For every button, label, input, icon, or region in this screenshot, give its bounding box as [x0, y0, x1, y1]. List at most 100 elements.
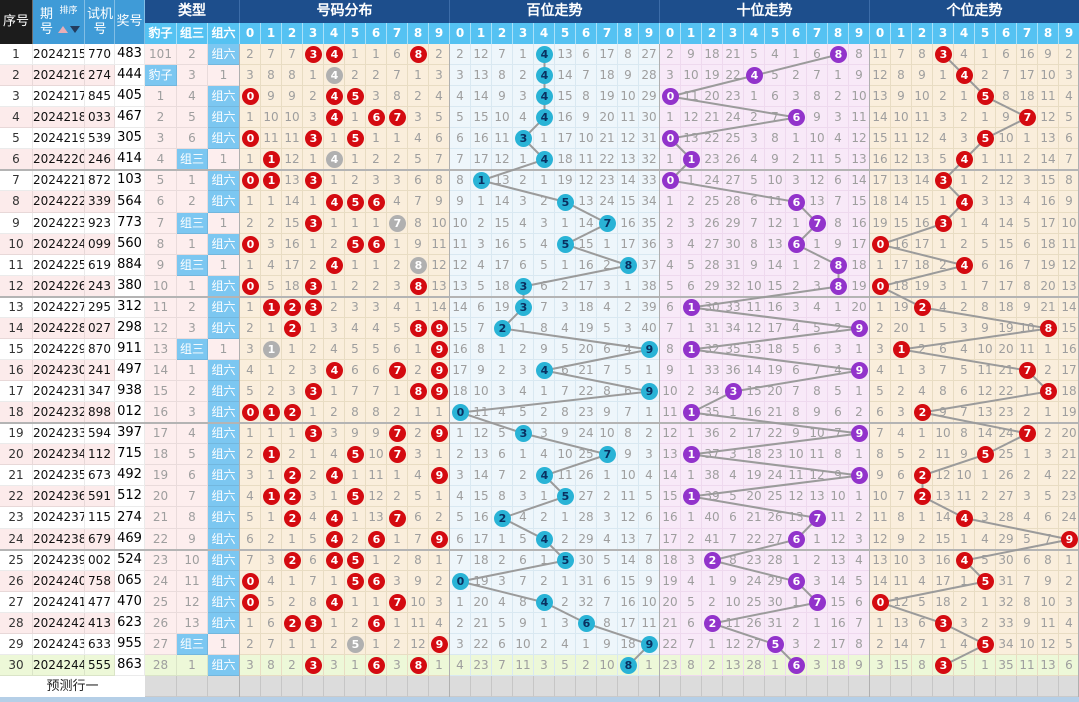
- digit-cell: 7: [807, 360, 828, 381]
- hit-circle: 7: [389, 594, 406, 611]
- footer-cell: [429, 676, 450, 697]
- hit-circle: 9: [431, 383, 448, 400]
- digit-cell: 2: [555, 276, 576, 297]
- hit-circle: 5: [977, 88, 994, 105]
- hit-circle: 8: [830, 257, 847, 274]
- digit-cell: 1: [870, 613, 891, 634]
- digit-cell: 8: [996, 86, 1017, 107]
- digit-cell: 9: [597, 402, 618, 423]
- digit-cell: 21: [597, 128, 618, 149]
- digit-cell: 1: [345, 149, 366, 170]
- digit-cell: 1: [723, 402, 744, 423]
- test-cell: 898: [85, 402, 115, 423]
- digit-cell: 1: [975, 44, 996, 65]
- digit-cell: 7: [849, 613, 870, 634]
- digit-cell: 3: [660, 234, 681, 255]
- digit-cell: 17: [597, 44, 618, 65]
- period-label: 期号: [39, 7, 53, 37]
- footer-cell: [345, 676, 366, 697]
- hit-circle: 3: [725, 383, 742, 400]
- type-cell: 1: [177, 170, 208, 191]
- digit-cell: 6: [1017, 550, 1038, 571]
- digit-cell: 17: [1017, 65, 1038, 86]
- digit-cell: 6: [366, 360, 387, 381]
- header-prize-number: 奖号: [115, 0, 145, 44]
- digit-cell: 3: [786, 170, 807, 191]
- period-cell: 2024236: [33, 486, 85, 507]
- digit-cell: 21: [723, 44, 744, 65]
- digit-cell: 16: [1038, 191, 1059, 213]
- digit-cell: 2: [912, 444, 933, 465]
- digit-cell: 3: [828, 107, 849, 128]
- digit-cell: 21: [996, 360, 1017, 381]
- sort-asc-icon[interactable]: [57, 26, 68, 33]
- digit-cell: 3: [618, 318, 639, 339]
- digit-cell: 13: [282, 170, 303, 191]
- digit-cell: 6: [345, 360, 366, 381]
- hit-circle: 3: [305, 278, 322, 295]
- type-cell: 1: [177, 234, 208, 255]
- digit-cell: 3: [513, 86, 534, 107]
- type-cell: 2: [177, 191, 208, 213]
- digit-cell: 2: [513, 339, 534, 360]
- digit-cell: 5: [870, 381, 891, 402]
- digit-cell: 4: [513, 213, 534, 234]
- hit-circle: 2: [494, 509, 511, 527]
- digit-cell: 11: [618, 486, 639, 507]
- test-cell: 673: [85, 465, 115, 486]
- digit-cell: 9: [555, 423, 576, 444]
- digit-cell: 28: [639, 65, 660, 86]
- digit-cell: 1: [429, 444, 450, 465]
- seq-cell: 6: [0, 149, 33, 170]
- digit-cell: 5: [408, 149, 429, 170]
- digit-cell: 4: [450, 486, 471, 507]
- type-cell: 17: [145, 423, 177, 444]
- digit-cell: 8: [912, 655, 933, 676]
- digit-cell: 2: [828, 86, 849, 107]
- digit-cell: 2: [597, 486, 618, 507]
- digit-cell: 2: [555, 529, 576, 550]
- subheader-digit: 8: [1038, 23, 1059, 44]
- digit-cell: 1: [387, 128, 408, 149]
- digit-cell: 9: [1017, 613, 1038, 634]
- digit-cell: 28: [744, 655, 765, 676]
- prize-cell: 715: [115, 444, 145, 465]
- hit-circle: 1: [263, 172, 280, 189]
- test-cell: 539: [85, 128, 115, 149]
- digit-cell: 7: [597, 592, 618, 613]
- digit-cell: 16: [618, 213, 639, 234]
- hit-circle: 3: [935, 215, 952, 232]
- hit-circle: 4: [956, 67, 973, 84]
- digit-cell: 23: [744, 550, 765, 571]
- footer-cell: [660, 676, 681, 697]
- hit-circle: 9: [851, 362, 868, 379]
- digit-cell: 11: [1059, 234, 1079, 255]
- sort-desc-icon[interactable]: [69, 26, 80, 33]
- footer-cell: [555, 676, 576, 697]
- digit-cell: 3: [429, 65, 450, 86]
- digit-cell: 3: [240, 65, 261, 86]
- test-cell: 870: [85, 339, 115, 360]
- sort-control[interactable]: 排序: [55, 6, 82, 38]
- digit-cell: 3: [807, 276, 828, 297]
- digit-cell: 10: [891, 550, 912, 571]
- digit-cell: 9: [282, 86, 303, 107]
- test-cell: 591: [85, 486, 115, 507]
- digit-cell: 5: [261, 276, 282, 297]
- digit-cell: 17: [450, 360, 471, 381]
- digit-cell: 2: [261, 529, 282, 550]
- hit-circle: 6: [788, 109, 805, 126]
- digit-cell: 1: [408, 339, 429, 360]
- prize-cell: 564: [115, 191, 145, 213]
- subheader-digit: 4: [534, 23, 555, 44]
- prize-cell: 405: [115, 86, 145, 107]
- digit-cell: 1: [681, 360, 702, 381]
- digit-cell: 1: [534, 381, 555, 402]
- digit-cell: 13: [1038, 128, 1059, 149]
- hit-circle: 3: [305, 425, 322, 442]
- test-cell: 241: [85, 360, 115, 381]
- digit-cell: 1: [807, 529, 828, 550]
- test-cell: 243: [85, 276, 115, 297]
- footer-cell: [828, 676, 849, 697]
- digit-cell: 3: [681, 550, 702, 571]
